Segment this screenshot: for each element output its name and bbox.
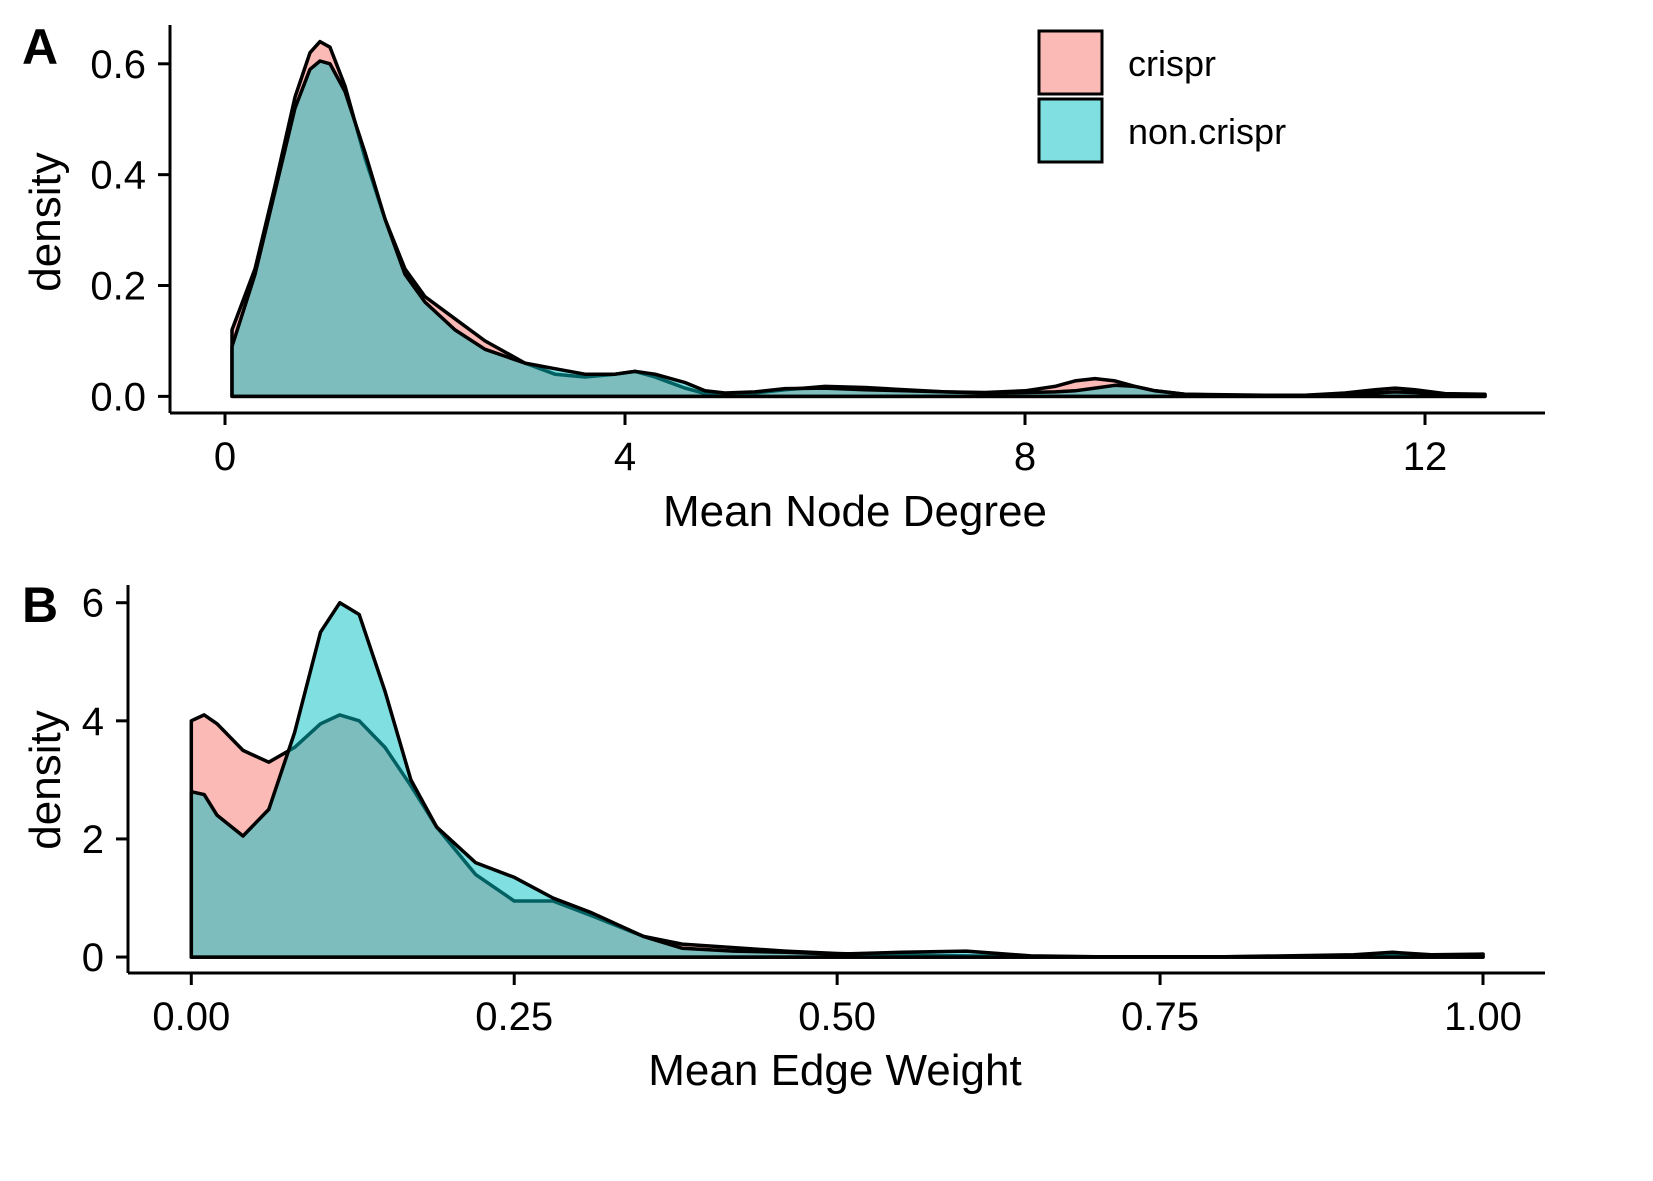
panel-b-tag: B — [22, 577, 58, 633]
legend-key-non-crispr — [1037, 97, 1104, 164]
panel-b-x-tick-label: 0.50 — [798, 995, 876, 1039]
panel-a-y-tick-label: 0.2 — [90, 265, 146, 309]
legend-key-crispr — [1037, 29, 1104, 96]
panel-b-x-axis-title: Mean Edge Weight — [648, 1046, 1021, 1095]
panel-a-density-non-crispr — [230, 59, 1487, 399]
panel-b-y-tick-label: 0 — [82, 936, 104, 980]
panel-b-x-tick-label: 0.00 — [152, 995, 230, 1039]
panel-b-y-axis-title: density — [21, 710, 70, 849]
panel-a-tag: A — [22, 19, 58, 75]
panel-a-x-axis-title: Mean Node Degree — [663, 487, 1047, 536]
panel-a-x-tick-label: 8 — [1014, 435, 1036, 479]
panel-b-y-tick-label: 6 — [82, 582, 104, 626]
panel-a-y-tick-label: 0.6 — [90, 43, 146, 87]
panel-a-y-tick-label: 0.0 — [90, 375, 146, 419]
panel-a-x-tick-label: 0 — [214, 435, 236, 479]
panel-a: A 0 4 8 12 0.0 0.2 0.4 0.6 Mean Node Degree den… — [21, 19, 1545, 536]
panel-b-density-non-crispr — [189, 600, 1485, 959]
legend: crispr non.crispr — [1037, 29, 1286, 164]
panel-b: B 0.00 0.25 0.50 0.75 1.00 0 2 4 6 Mean Edge Wei… — [21, 577, 1545, 1095]
panel-a-plot: 0 4 8 12 0.0 0.2 0.4 0.6 — [90, 25, 1545, 479]
legend-label-crispr: crispr — [1128, 43, 1216, 84]
panel-a-y-axis-title: density — [21, 152, 70, 291]
panel-a-x-tick-label: 4 — [614, 435, 636, 479]
panel-a-y-tick-label: 0.4 — [90, 154, 146, 198]
panel-b-x-tick-label: 0.75 — [1121, 995, 1199, 1039]
panel-b-plot: 0.00 0.25 0.50 0.75 1.00 0 2 4 6 — [82, 582, 1545, 1039]
panel-a-x-tick-label: 12 — [1403, 435, 1448, 479]
panel-b-x-tick-label: 0.25 — [475, 995, 553, 1039]
panel-b-y-tick-label: 2 — [82, 818, 104, 862]
panel-b-x-tick-label: 1.00 — [1444, 995, 1522, 1039]
legend-label-non-crispr: non.crispr — [1128, 111, 1286, 152]
panel-b-y-tick-label: 4 — [82, 700, 104, 744]
